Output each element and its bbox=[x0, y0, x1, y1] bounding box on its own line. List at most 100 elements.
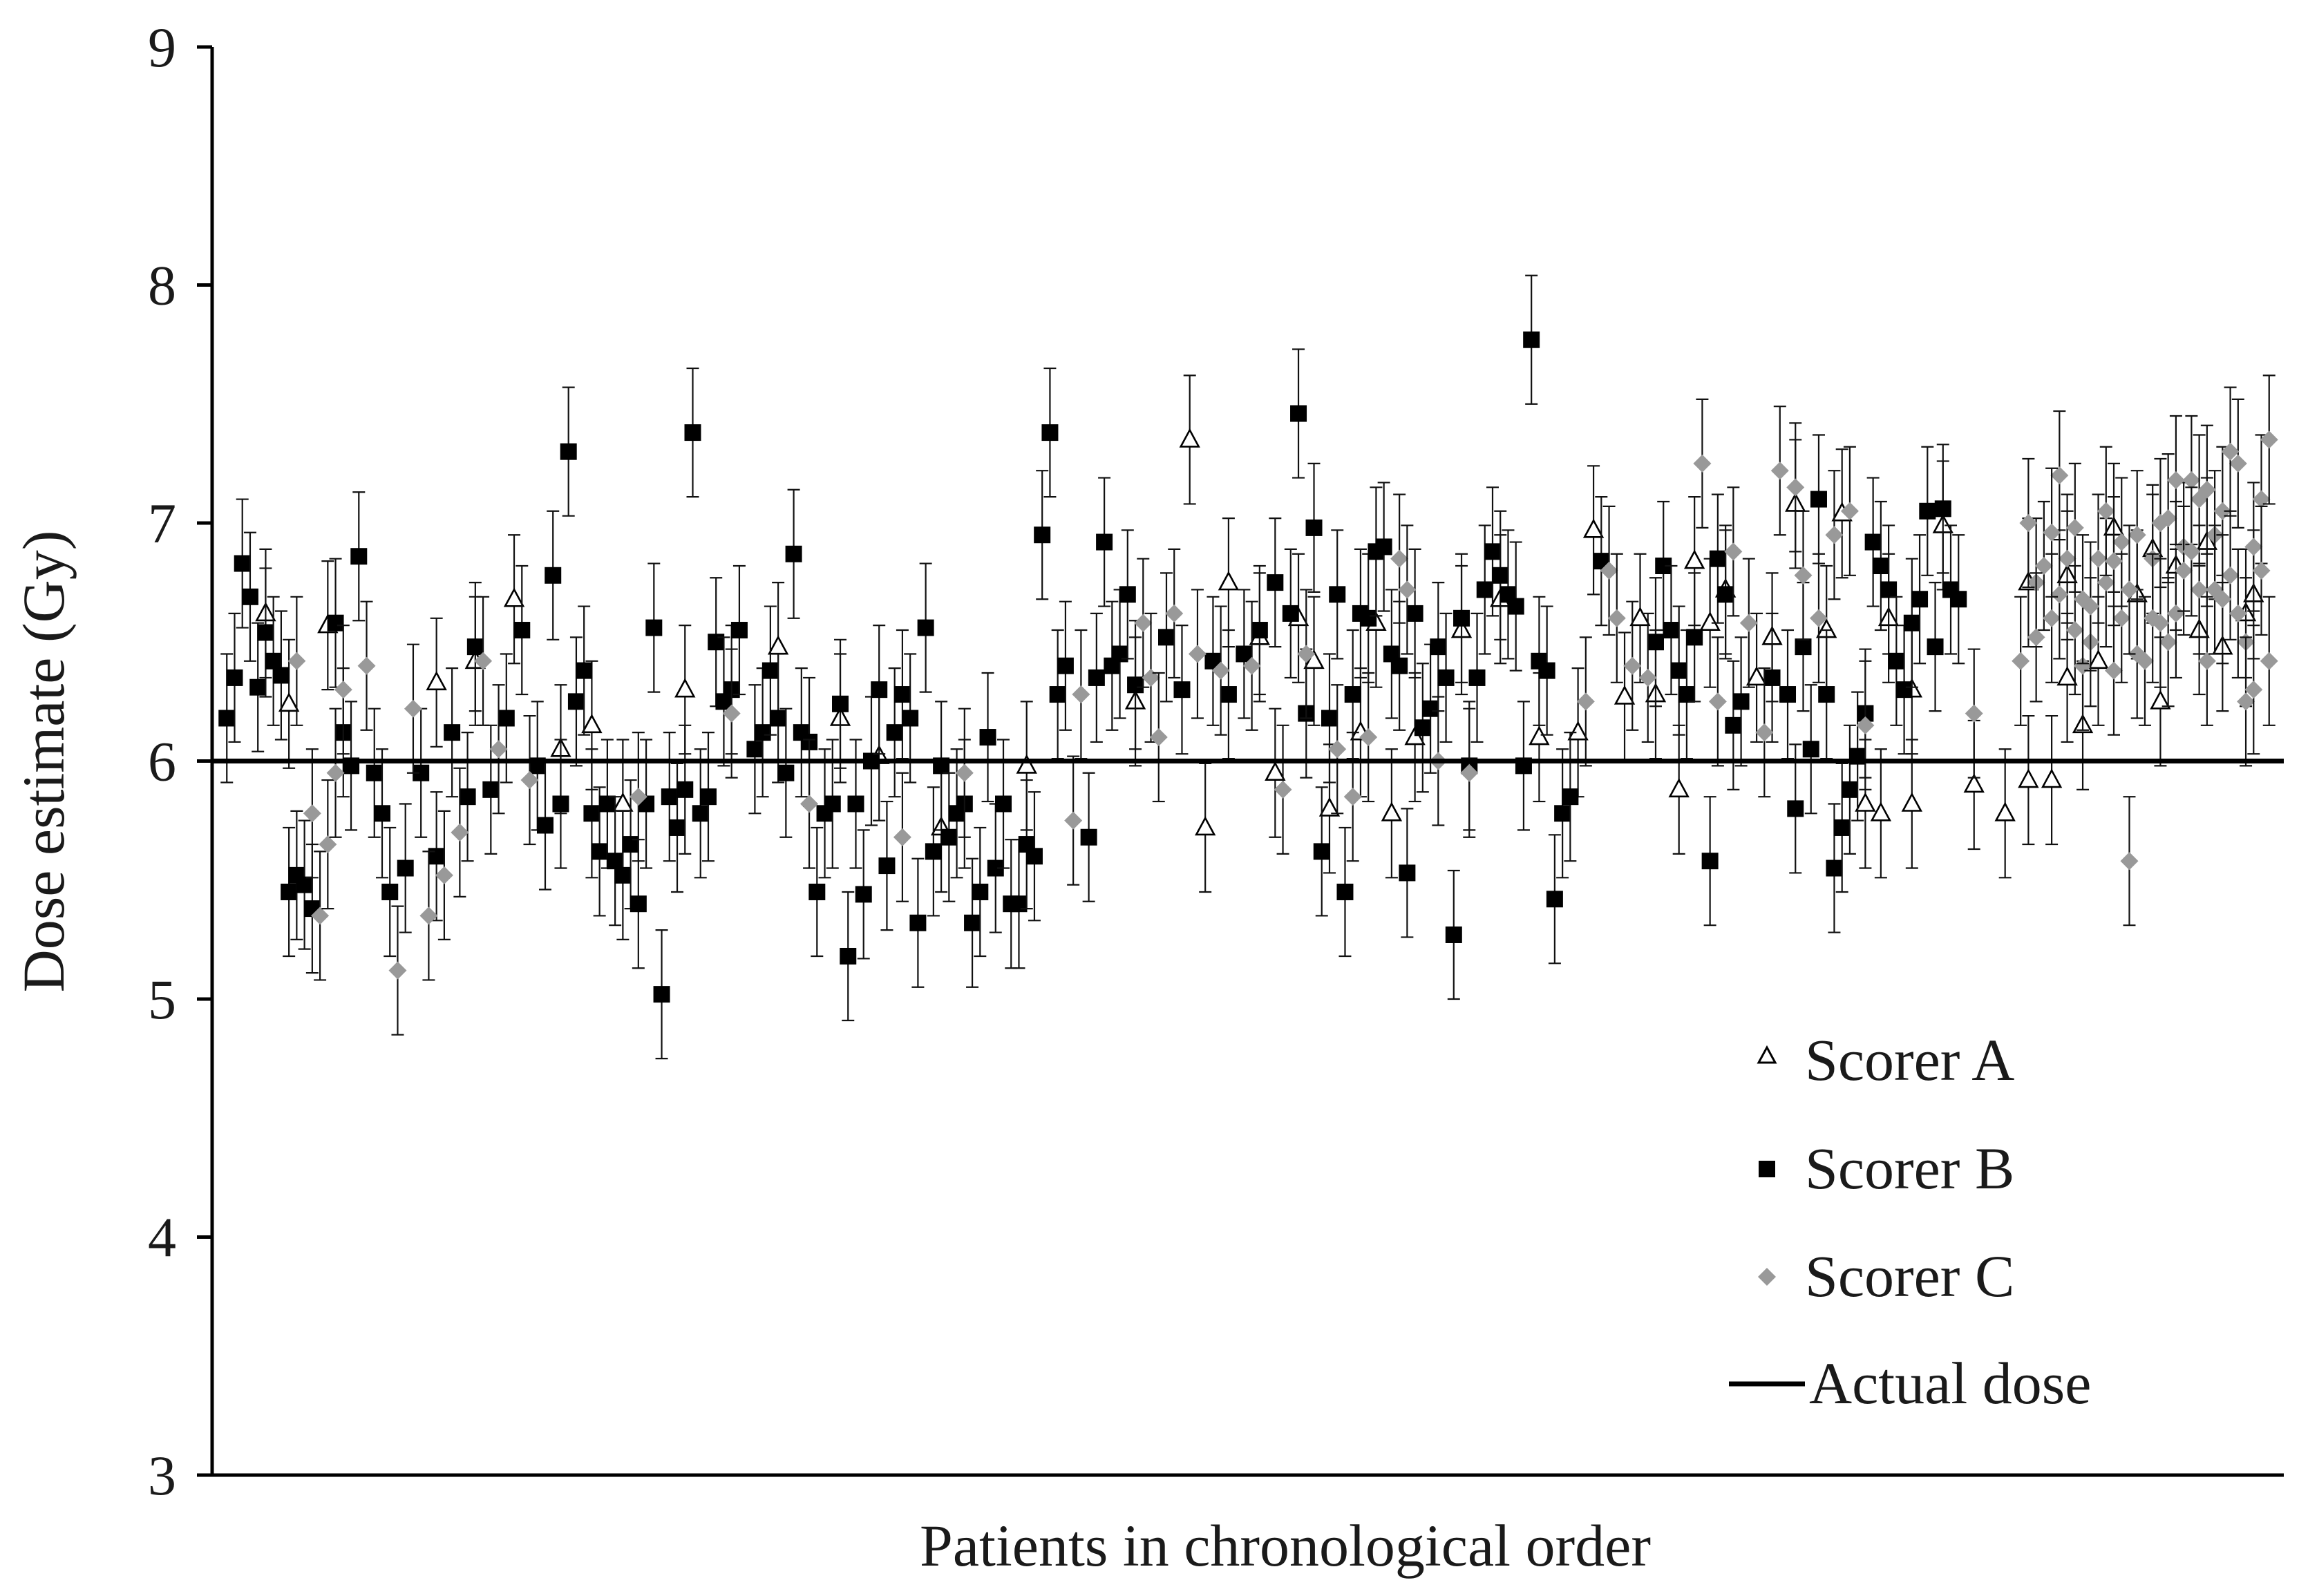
data-point-scorer-b bbox=[1049, 686, 1066, 703]
data-point-scorer-b bbox=[785, 545, 802, 562]
data-point-scorer-b bbox=[653, 986, 670, 1003]
data-point-scorer-c bbox=[2050, 585, 2069, 604]
data-point-scorer-b bbox=[1468, 669, 1486, 686]
data-point-scorer-b bbox=[1041, 424, 1059, 441]
data-point-scorer-b bbox=[1414, 719, 1431, 737]
data-point-scorer-b bbox=[1864, 533, 1882, 551]
data-point-scorer-b bbox=[1802, 741, 1819, 758]
data-point-scorer-c bbox=[2221, 442, 2240, 461]
data-point-scorer-c bbox=[2065, 518, 2084, 537]
data-point-scorer-c bbox=[2012, 652, 2030, 670]
legend: Scorer A Scorer B Scorer C Actual dose bbox=[1729, 1027, 2091, 1416]
data-point-scorer-c bbox=[2197, 652, 2216, 670]
data-point-scorer-b bbox=[1779, 686, 1797, 703]
data-point-scorer-c bbox=[451, 823, 469, 842]
data-point-scorer-a bbox=[1683, 549, 1705, 569]
data-point-scorer-a bbox=[581, 714, 603, 734]
data-point-scorer-b bbox=[1088, 669, 1105, 686]
y-tick-label: 8 bbox=[148, 254, 176, 317]
data-point-scorer-c bbox=[2112, 609, 2131, 627]
data-point-scorer-c bbox=[2166, 471, 2185, 489]
data-point-scorer-a bbox=[2018, 768, 2039, 788]
data-point-scorer-c bbox=[1188, 645, 1207, 663]
data-point-scorer-b bbox=[1290, 405, 1307, 422]
data-point-scorer-a bbox=[2041, 768, 2063, 788]
data-point-scorer-c bbox=[2252, 561, 2271, 580]
legend-marker-scorer-b bbox=[1759, 1161, 1775, 1177]
data-point-scorer-c bbox=[2105, 661, 2123, 680]
series-scorer-b bbox=[218, 274, 1967, 1060]
data-point-scorer-b bbox=[1111, 645, 1128, 663]
data-point-scorer-b bbox=[536, 817, 554, 834]
data-point-scorer-c bbox=[800, 795, 819, 813]
data-point-scorer-b bbox=[428, 848, 445, 865]
data-point-scorer-a bbox=[2150, 690, 2171, 710]
data-point-scorer-c bbox=[1825, 526, 1844, 544]
data-point-scorer-c bbox=[2159, 633, 2177, 652]
data-point-scorer-b bbox=[1763, 669, 1781, 686]
data-point-scorer-b bbox=[1717, 586, 1734, 603]
data-point-scorer-b bbox=[576, 662, 593, 679]
data-point-scorer-b bbox=[1329, 586, 1346, 603]
data-point-scorer-b bbox=[1422, 700, 1439, 717]
data-point-scorer-c bbox=[2089, 549, 2108, 568]
data-point-scorer-b bbox=[482, 781, 500, 798]
data-point-scorer-b bbox=[1826, 859, 1843, 877]
data-point-scorer-b bbox=[1336, 883, 1354, 900]
data-point-scorer-c bbox=[2112, 533, 2131, 551]
data-point-scorer-c bbox=[1739, 614, 1758, 632]
data-point-scorer-b bbox=[761, 662, 779, 679]
data-point-scorer-b bbox=[1305, 519, 1323, 536]
data-point-scorer-b bbox=[1453, 609, 1470, 627]
data-point-scorer-b bbox=[1251, 622, 1268, 639]
data-point-scorer-b bbox=[995, 795, 1012, 813]
data-point-scorer-c bbox=[1165, 604, 1184, 623]
data-point-scorer-b bbox=[567, 693, 585, 710]
data-point-scorer-c bbox=[2252, 490, 2271, 509]
legend-label-scorer-a: Scorer A bbox=[1805, 1027, 2014, 1093]
data-point-scorer-b bbox=[226, 669, 243, 686]
data-point-scorer-b bbox=[1895, 681, 1913, 699]
data-point-scorer-b bbox=[1810, 491, 1827, 508]
data-point-scorer-c bbox=[2213, 590, 2232, 609]
data-point-scorer-b bbox=[218, 710, 236, 727]
data-point-scorer-b bbox=[1880, 581, 1898, 598]
data-point-scorer-a bbox=[278, 692, 300, 712]
data-point-scorer-a bbox=[1994, 801, 2016, 821]
legend-label-actual-dose: Actual dose bbox=[1809, 1350, 2091, 1416]
data-point-scorer-b bbox=[940, 828, 958, 846]
data-point-scorer-b bbox=[1787, 800, 1804, 817]
data-point-scorer-b bbox=[1034, 526, 1051, 544]
data-point-scorer-b bbox=[832, 695, 849, 712]
data-point-scorer-c bbox=[2159, 509, 2177, 528]
data-point-scorer-c bbox=[893, 828, 911, 846]
data-point-scorer-c bbox=[388, 961, 407, 980]
data-point-scorer-c bbox=[2128, 526, 2146, 544]
data-point-scorer-b bbox=[770, 710, 787, 727]
x-axis-title: Patients in chronological order bbox=[920, 1512, 1651, 1579]
data-point-scorer-c bbox=[1786, 478, 1805, 497]
data-point-scorer-b bbox=[241, 588, 258, 605]
data-point-scorer-b bbox=[661, 788, 678, 806]
data-point-scorer-c bbox=[319, 835, 337, 854]
data-point-scorer-c bbox=[1840, 502, 1859, 520]
data-point-scorer-c bbox=[2244, 538, 2263, 556]
data-point-scorer-b bbox=[1795, 638, 1812, 656]
data-point-scorer-c bbox=[1398, 580, 1417, 599]
data-point-scorer-c bbox=[2175, 561, 2193, 580]
data-point-scorer-c bbox=[2043, 523, 2061, 542]
data-point-scorer-b bbox=[1554, 805, 1571, 822]
data-point-scorer-a bbox=[1567, 721, 1589, 741]
data-point-scorer-b bbox=[607, 853, 624, 870]
data-point-scorer-b bbox=[373, 805, 390, 822]
data-point-scorer-b bbox=[902, 710, 919, 727]
data-point-scorer-c bbox=[1724, 542, 1743, 561]
data-point-scorer-c bbox=[2058, 549, 2076, 568]
data-point-scorer-b bbox=[466, 638, 484, 656]
data-point-scorer-b bbox=[459, 788, 476, 806]
data-point-scorer-b bbox=[1523, 331, 1540, 348]
data-point-scorer-b bbox=[249, 678, 267, 696]
legend-marker-scorer-a bbox=[1757, 1045, 1777, 1064]
data-point-scorer-c bbox=[2166, 604, 2185, 623]
data-point-scorer-c bbox=[2229, 604, 2247, 623]
